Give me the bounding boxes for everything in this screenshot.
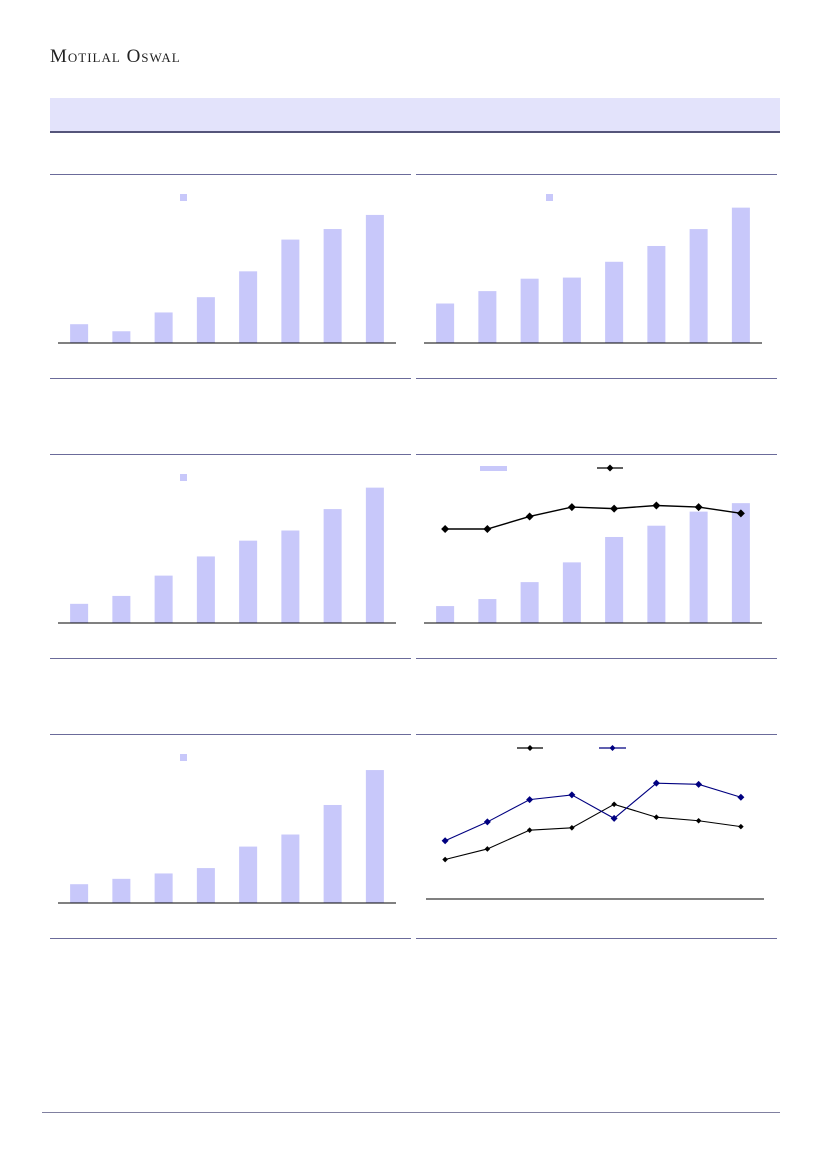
bar [239,540,258,623]
bar [239,846,258,903]
bar [70,603,89,623]
line-point [525,512,534,521]
bar [239,271,258,343]
divider [50,734,411,735]
bar [281,239,300,343]
bar [112,331,131,343]
bar [605,261,624,343]
line-point [653,814,660,821]
series-line [445,504,741,530]
bar [647,525,666,623]
bar [365,214,384,343]
bar [689,229,708,343]
divider [416,734,777,735]
bar [436,303,455,343]
divider [50,938,411,939]
bar [281,530,300,623]
bar [70,324,89,343]
line-point [610,814,618,822]
line-point [526,827,533,833]
line-point [694,503,703,512]
bar [365,487,384,623]
line-chart [426,745,764,900]
bar [689,511,708,623]
line-point [441,837,449,845]
bar [112,878,131,903]
bar [731,207,750,343]
series-line [444,782,742,842]
line-point [483,525,492,533]
bar [196,868,215,903]
series-line [444,803,741,861]
legend-marker [527,745,533,751]
bar [154,575,173,623]
bar-chart-1 [58,194,396,344]
bar [112,595,131,623]
line-point [737,793,745,801]
legend-swatch [546,194,553,201]
line-point [483,818,491,826]
divider [416,174,777,175]
legend-marker [606,464,614,472]
legend-swatch [180,754,187,761]
line-point [569,825,575,831]
line-point [695,817,702,824]
bar [478,599,497,623]
line-point [610,504,619,513]
bar [323,229,342,343]
line-point [442,856,448,863]
line-point [736,509,745,518]
divider [50,174,411,175]
line-point [652,779,660,787]
line-point [695,780,703,788]
legend-swatch [180,194,187,201]
divider [416,454,777,455]
bar-chart-2 [424,194,762,344]
bar [520,582,539,623]
line-point [652,501,661,510]
divider [416,378,777,379]
bar [436,606,455,623]
bar-chart-4 [58,754,396,904]
line-point [738,823,744,830]
bar [323,804,342,903]
line-point [441,525,450,533]
line-point [568,791,576,799]
divider [50,658,411,659]
divider [50,454,411,455]
bar [478,291,497,343]
line-point [526,796,534,804]
brand-logo: Motilal Oswal [50,46,181,67]
bar [520,278,539,343]
bar-line-chart [424,464,762,624]
divider [416,938,777,939]
bar [196,297,215,343]
section-header-band [50,98,780,133]
bar [365,770,384,903]
bar [154,312,173,343]
legend-swatch-bar [480,466,507,471]
line-point [567,503,576,512]
line-point [484,846,491,852]
bar [731,503,750,623]
divider [416,658,777,659]
bar [323,509,342,623]
bar [647,245,666,343]
legend-marker [609,745,616,751]
line-point [611,801,617,808]
legend-swatch [180,474,187,481]
bar [281,834,300,903]
divider [50,378,411,379]
bar [605,536,624,623]
bar [196,556,215,623]
footer-divider [42,1112,780,1113]
bar [562,562,581,623]
bar [562,277,581,343]
bar [154,873,173,903]
bar [70,884,89,903]
bar-chart-3 [58,474,396,624]
